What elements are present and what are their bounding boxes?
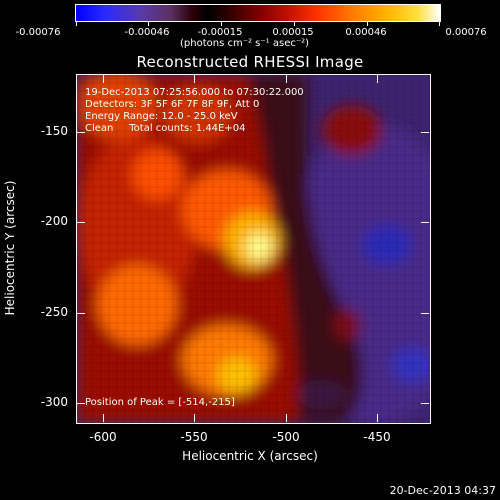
y-tick-label: -300 bbox=[40, 395, 68, 409]
y-tick bbox=[421, 132, 429, 133]
image-title: Reconstructed RHESSI Image bbox=[136, 53, 364, 71]
colorbar-label: 0.00076 bbox=[445, 27, 487, 38]
y-tick-label: -250 bbox=[40, 305, 68, 319]
y-tick bbox=[77, 132, 85, 133]
y-tick-label: -150 bbox=[40, 124, 68, 138]
x-tick bbox=[194, 75, 195, 83]
colorbar-tick bbox=[76, 21, 77, 26]
y-tick bbox=[421, 403, 429, 404]
datestamp: 20-Dec-2013 04:37 bbox=[389, 484, 496, 497]
x-tick bbox=[286, 75, 287, 83]
energy-range-label: Energy Range: 12.0 - 25.0 keV bbox=[85, 111, 238, 122]
x-tick-label: -500 bbox=[272, 430, 300, 444]
y-tick bbox=[77, 222, 85, 223]
colorbar-tick bbox=[367, 21, 368, 26]
peak-position-label: Position of Peak = [-514,-215] bbox=[85, 397, 235, 408]
y-tick bbox=[421, 313, 429, 314]
y-tick bbox=[77, 313, 85, 314]
y-tick bbox=[421, 222, 429, 223]
colorbar bbox=[75, 4, 441, 26]
x-tick-label: -600 bbox=[89, 430, 117, 444]
x-tick bbox=[103, 75, 104, 83]
colorbar-label: -0.00076 bbox=[15, 27, 61, 38]
rhessi-image: 19-Dec-2013 07:25:56.000 to 07:30:22.000… bbox=[76, 74, 431, 424]
colorbar-tick bbox=[221, 21, 222, 26]
colorbar-units: (photons cm⁻² s⁻¹ asec⁻²) bbox=[180, 38, 310, 49]
y-axis-label: Heliocentric Y (arcsec) bbox=[3, 180, 17, 316]
colorbar-tick bbox=[439, 21, 440, 26]
x-tick bbox=[286, 414, 287, 422]
colorbar-tick bbox=[148, 21, 149, 26]
time-range-label: 19-Dec-2013 07:25:56.000 to 07:30:22.000 bbox=[85, 87, 304, 98]
y-tick bbox=[77, 403, 85, 404]
colorbar-label: -0.00015 bbox=[197, 27, 243, 38]
x-tick bbox=[377, 414, 378, 422]
x-axis-label: Heliocentric X (arcsec) bbox=[182, 449, 318, 463]
x-tick bbox=[103, 414, 104, 422]
colorbar-label: 0.00015 bbox=[272, 27, 314, 38]
rhessi-image-map bbox=[77, 75, 430, 423]
x-tick bbox=[194, 414, 195, 422]
colorbar-label: -0.00046 bbox=[124, 27, 170, 38]
y-tick-label: -200 bbox=[40, 214, 68, 228]
detectors-label: Detectors: 3F 5F 6F 7F 8F 9F, Att 0 bbox=[85, 99, 260, 110]
x-tick-label: -450 bbox=[363, 430, 391, 444]
colorbar-tick bbox=[294, 21, 295, 26]
clean-counts-label: Clean Total counts: 1.44E+04 bbox=[85, 123, 246, 134]
colorbar-label: 0.00046 bbox=[345, 27, 387, 38]
x-tick bbox=[377, 75, 378, 83]
x-tick-label: -550 bbox=[180, 430, 208, 444]
